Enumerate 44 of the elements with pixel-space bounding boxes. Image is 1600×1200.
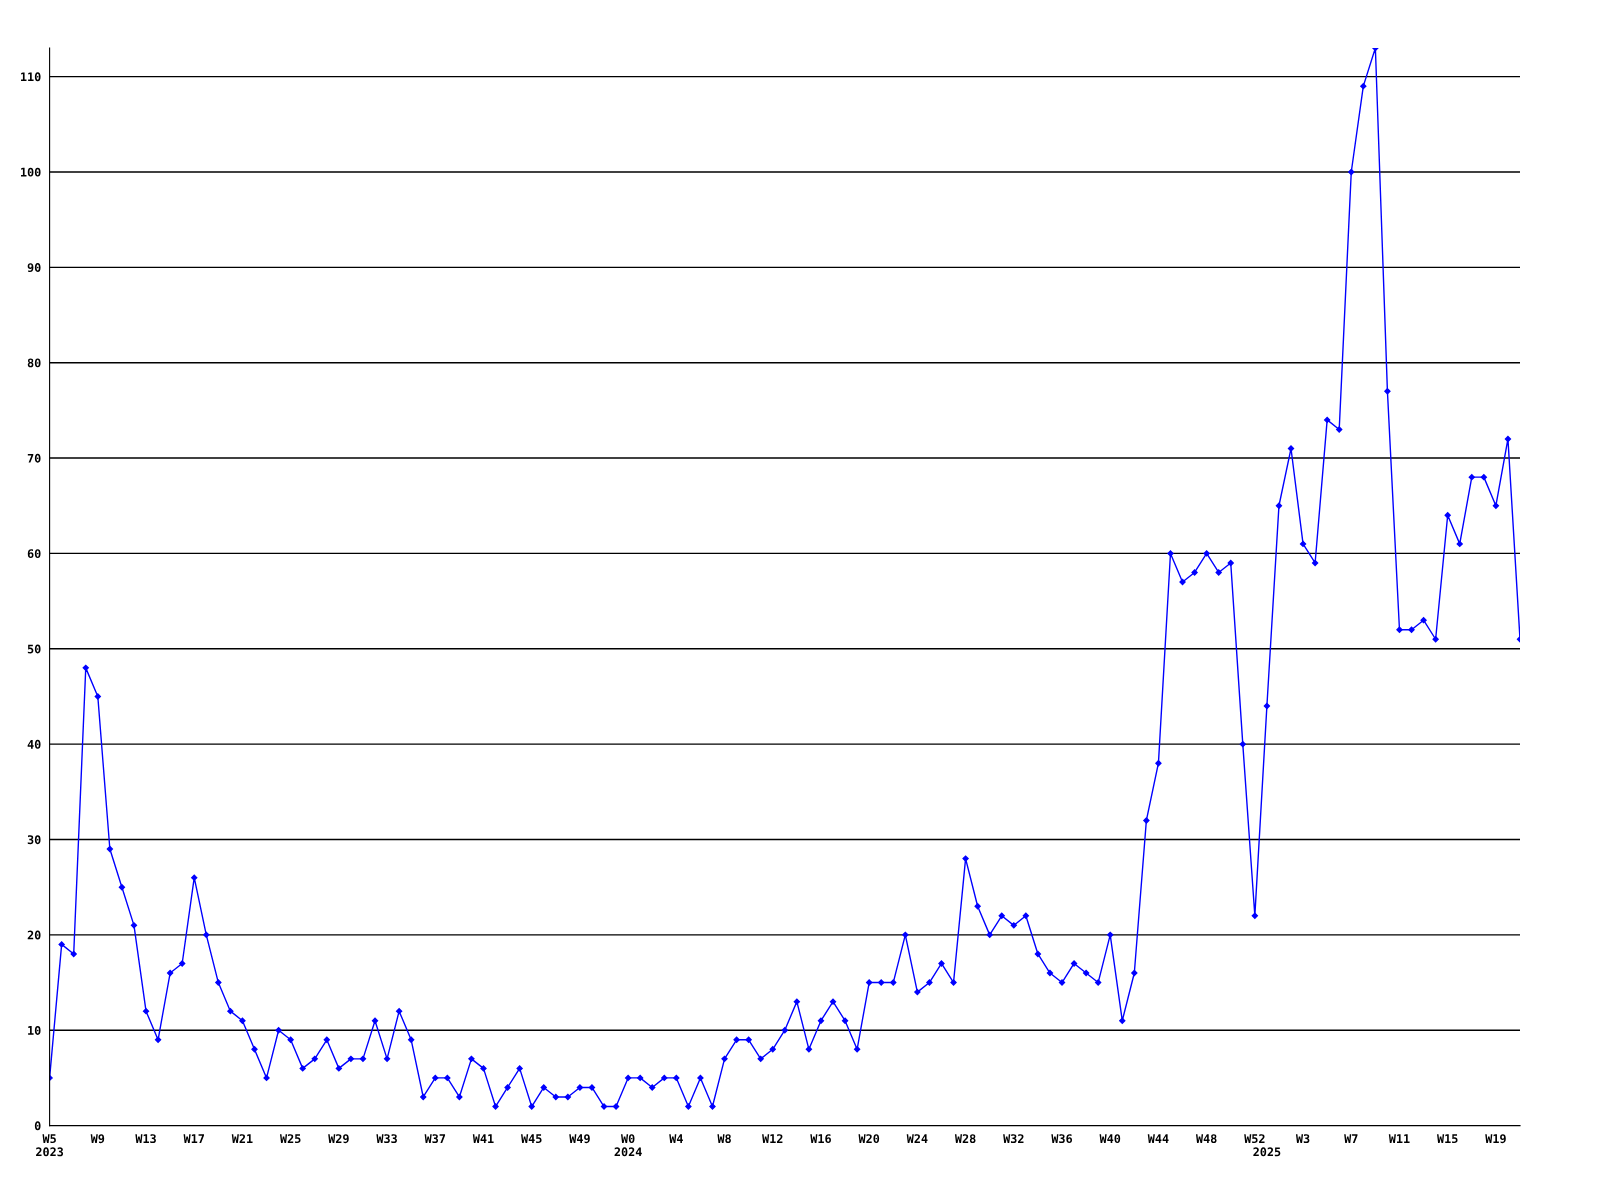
x-tick-label: W24 <box>906 1134 928 1143</box>
x-tick-label: W32 <box>1003 1134 1024 1144</box>
x-tick-label: W11 <box>1388 1134 1410 1143</box>
x-tick-label: W17 <box>183 1134 204 1143</box>
y-tick-label: 90 <box>27 263 41 273</box>
x-tick-label: W4 <box>669 1134 683 1143</box>
x-tick-label: W0 2024 <box>614 1134 642 1157</box>
x-tick-label: W25 <box>279 1134 301 1144</box>
y-tick-label: 0 <box>34 1121 41 1131</box>
x-tick-label: W41 <box>472 1134 494 1143</box>
x-tick-label: W7 <box>1344 1134 1358 1143</box>
x-tick-label: W49 <box>569 1134 590 1144</box>
x-tick-label: W5 2023 <box>36 1134 64 1157</box>
y-tick-label: 10 <box>28 1025 41 1035</box>
x-tick-label: W19 <box>1485 1134 1506 1144</box>
x-tick-label: W48 <box>1195 1134 1217 1144</box>
x-tick-label: 2025 <box>1253 1147 1281 1157</box>
x-tick-label: W12 <box>762 1134 783 1143</box>
y-tick-label: 20 <box>27 930 41 940</box>
y-tick-label: 100 <box>21 167 41 177</box>
x-tick-label: W8 <box>717 1134 731 1144</box>
x-tick-label: W13 <box>135 1134 156 1144</box>
x-tick-label: W45 <box>521 1134 542 1144</box>
x-tick-label: W40 <box>1099 1134 1121 1144</box>
y-tick-label: 70 <box>27 453 41 463</box>
x-tick-label: W33 <box>376 1134 397 1144</box>
x-tick-label: W3 <box>1295 1134 1310 1144</box>
y-tick-label: 80 <box>27 358 41 368</box>
y-tick-label: 40 <box>27 739 41 749</box>
x-tick-label: W52 <box>1244 1134 1265 1144</box>
y-tick-label: 30 <box>27 835 41 845</box>
x-tick-label: W16 <box>810 1134 831 1144</box>
x-tick-label: W20 <box>858 1134 880 1144</box>
x-tick-label: W44 <box>1147 1134 1169 1143</box>
x-tick-label: W28 <box>954 1134 976 1144</box>
y-tick-label: 50 <box>27 644 41 654</box>
x-tick-label: W15 <box>1437 1134 1458 1144</box>
x-tick-label: W9 <box>90 1134 105 1144</box>
x-tick-label: W37 <box>424 1134 446 1144</box>
y-tick-label: 110 <box>21 72 41 82</box>
x-tick-label: W21 <box>231 1134 253 1143</box>
x-tick-label: W29 <box>328 1134 349 1144</box>
x-tick-label: W36 <box>1051 1134 1073 1144</box>
y-tick-label: 60 <box>27 549 41 559</box>
